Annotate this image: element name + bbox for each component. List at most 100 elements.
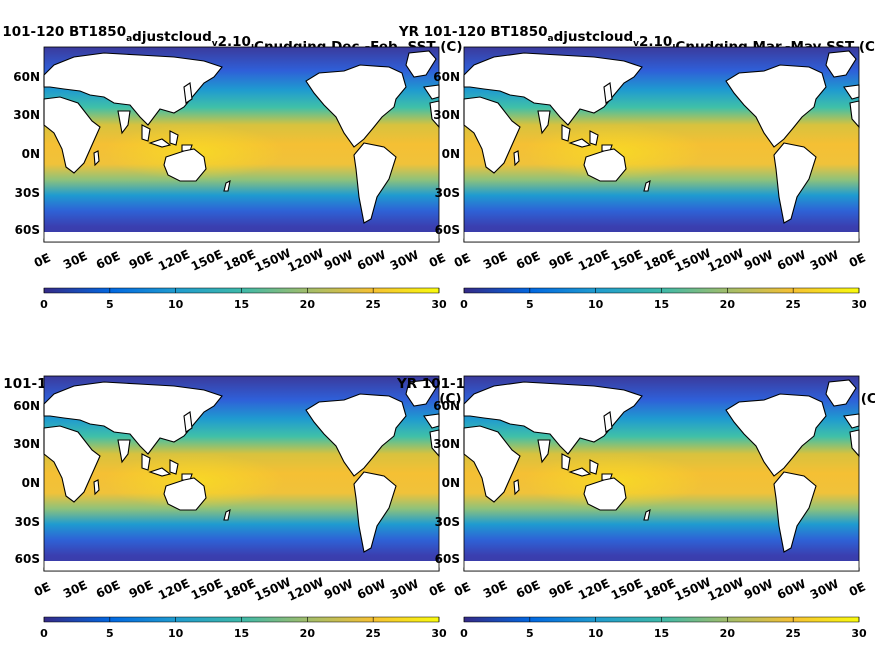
colorbar: 0 5 10 15 20 25 30 xyxy=(40,287,447,311)
lon-tick-label: 120E xyxy=(576,247,612,274)
lon-tick-label: 0E xyxy=(452,251,473,271)
lon-tick-label: 90W xyxy=(742,577,775,602)
lat-tick-label: 30S xyxy=(435,186,460,200)
lon-tick-label: 60E xyxy=(514,249,542,272)
colorbar-tick-label: 20 xyxy=(300,298,316,311)
lon-tick-label: 0E xyxy=(452,580,473,600)
lat-tick-label: 30S xyxy=(15,186,40,200)
lon-tick-label: 60W xyxy=(355,577,388,602)
lon-tick-label: 150E xyxy=(609,247,645,274)
sst-map xyxy=(43,375,440,572)
lon-tick-label: 60E xyxy=(94,578,122,601)
map-frame xyxy=(43,375,440,572)
colorbar: 0 5 10 15 20 25 30 xyxy=(40,616,447,640)
lon-tick-label: 90W xyxy=(322,248,355,273)
lon-tick-label: 30W xyxy=(808,248,841,273)
colorbar-tick-label: 10 xyxy=(588,298,604,311)
lon-tick-label: 150E xyxy=(609,576,645,603)
colorbar: 0 5 10 15 20 25 30 xyxy=(460,287,867,311)
lat-tick-label: 60S xyxy=(15,552,40,566)
lat-tick-label: 0N xyxy=(442,147,460,161)
lon-tick-label: 30E xyxy=(61,249,89,272)
lon-tick-label: 180E xyxy=(222,247,258,274)
lon-tick-label: 90W xyxy=(322,577,355,602)
colorbar-tick-label: 25 xyxy=(366,627,381,640)
antarctic-mask xyxy=(464,561,859,571)
lat-tick-label: 0N xyxy=(22,147,40,161)
lat-tick-label: 30N xyxy=(433,437,460,451)
colorbar-tick-label: 25 xyxy=(786,627,801,640)
colorbar-tick-label: 20 xyxy=(720,627,736,640)
lon-tick-label: 30E xyxy=(61,578,89,601)
lat-tick-label: 60S xyxy=(435,552,460,566)
colorbar-tick-label: 5 xyxy=(106,627,114,640)
colorbar-tick-label: 20 xyxy=(720,298,736,311)
colorbar-tick-label: 30 xyxy=(431,298,447,311)
lon-tick-label: 60E xyxy=(514,578,542,601)
sst-map xyxy=(463,46,860,243)
lon-tick-label: 120W xyxy=(285,575,326,604)
lat-tick-label: 30S xyxy=(15,515,40,529)
colorbar-tick-label: 15 xyxy=(234,627,249,640)
lon-tick-label: 60W xyxy=(775,577,808,602)
colorbar-tick-label: 10 xyxy=(168,627,184,640)
lon-tick-label: 180E xyxy=(642,576,678,603)
lat-tick-label: 60N xyxy=(13,399,40,413)
lon-tick-label: 150E xyxy=(189,576,225,603)
colorbar-tick-label: 10 xyxy=(588,627,604,640)
lon-tick-label: 0E xyxy=(847,251,868,271)
lon-tick-label: 90E xyxy=(547,249,575,272)
lat-tick-label: 0N xyxy=(22,476,40,490)
lon-tick-label: 30E xyxy=(481,249,509,272)
colorbar-tick-label: 20 xyxy=(300,627,316,640)
sst-panel-1: YR 101-120 BT1850adjustcloudv2.10lCnudgi… xyxy=(0,24,463,311)
lon-tick-label: 60W xyxy=(775,248,808,273)
antarctic-mask xyxy=(464,232,859,242)
colorbar-tick-label: 0 xyxy=(40,627,48,640)
lon-tick-label: 90E xyxy=(547,578,575,601)
lon-tick-label: 180E xyxy=(642,247,678,274)
lon-tick-label: 60W xyxy=(355,248,388,273)
sst-map xyxy=(43,46,440,243)
map-frame xyxy=(43,46,440,243)
lon-tick-label: 30W xyxy=(388,577,421,602)
lat-tick-label: 60N xyxy=(13,70,40,84)
lon-tick-label: 30E xyxy=(481,578,509,601)
lat-tick-label: 60S xyxy=(15,223,40,237)
colorbar-tick-label: 0 xyxy=(460,627,468,640)
lon-tick-label: 30W xyxy=(808,577,841,602)
colorbar: 0 5 10 15 20 25 30 xyxy=(460,616,867,640)
lon-tick-label: 0E xyxy=(32,580,53,600)
colorbar-tick-label: 0 xyxy=(460,298,468,311)
lon-tick-label: 60E xyxy=(94,249,122,272)
colorbar-tick-label: 5 xyxy=(526,298,534,311)
lon-tick-label: 120W xyxy=(285,246,326,275)
lon-tick-label: 0E xyxy=(427,251,448,271)
lat-tick-label: 30N xyxy=(13,437,40,451)
map-frame xyxy=(463,375,860,572)
sst-map xyxy=(463,375,860,572)
colorbar-tick-label: 15 xyxy=(654,627,669,640)
map-frame xyxy=(463,46,860,243)
lat-tick-label: 60S xyxy=(435,223,460,237)
antarctic-mask xyxy=(44,561,439,571)
lon-tick-label: 180E xyxy=(222,576,258,603)
lat-tick-label: 60N xyxy=(433,399,460,413)
lon-tick-label: 150E xyxy=(189,247,225,274)
lon-tick-label: 30W xyxy=(388,248,421,273)
antarctic-mask xyxy=(44,232,439,242)
lon-tick-label: 90W xyxy=(742,248,775,273)
lon-tick-label: 90E xyxy=(127,249,155,272)
lat-tick-label: 0N xyxy=(442,476,460,490)
colorbar-tick-label: 30 xyxy=(851,627,867,640)
lon-tick-label: 90E xyxy=(127,578,155,601)
lon-tick-label: 120E xyxy=(576,576,612,603)
colorbar-tick-label: 5 xyxy=(106,298,114,311)
colorbar-tick-label: 30 xyxy=(431,627,447,640)
colorbar-tick-label: 25 xyxy=(366,298,381,311)
lon-tick-label: 0E xyxy=(427,580,448,600)
lat-tick-label: 60N xyxy=(433,70,460,84)
lon-tick-label: 0E xyxy=(847,580,868,600)
colorbar-tick-label: 30 xyxy=(851,298,867,311)
